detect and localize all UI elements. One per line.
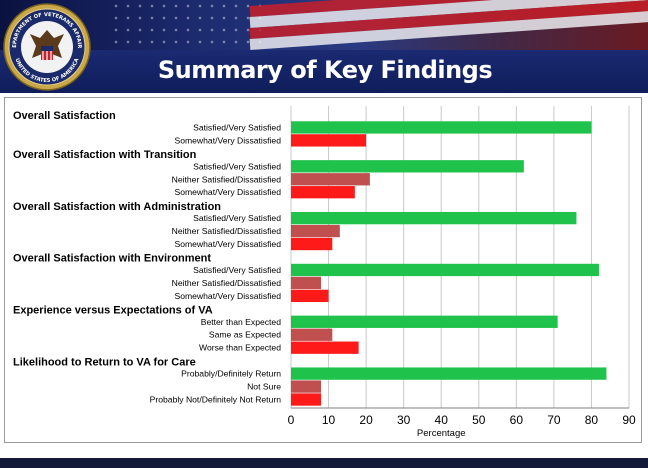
bar-category-label: Probably Not/Definitely Not Return [150, 395, 282, 405]
bar [291, 276, 322, 290]
x-tick-label: 0 [288, 413, 295, 427]
page-title: Summary of Key Findings [157, 56, 493, 84]
x-axis-label: Percentage [417, 428, 466, 439]
x-tick-label: 70 [547, 413, 561, 427]
bar [291, 289, 329, 303]
x-tick-label: 40 [435, 413, 449, 427]
x-tick-label: 60 [510, 413, 524, 427]
bar [291, 211, 577, 225]
bar-category-label: Probably/Definitely Return [181, 369, 281, 379]
bar-category-label: Neither Satisfied/Dissatisfied [172, 226, 282, 236]
x-tick-label: 30 [397, 413, 411, 427]
bar [291, 328, 333, 341]
bar [291, 341, 359, 354]
bar-category-label: Not Sure [247, 382, 281, 392]
group-heading: Overall Satisfaction with Environment [13, 253, 211, 265]
bar [291, 315, 558, 328]
bar [291, 380, 322, 393]
header-banner: DEPARTMENT OF VETERANS AFFAIRS UNITED ST… [0, 0, 648, 93]
bar-category-label: Neither Satisfied/Dissatisfied [172, 278, 282, 288]
bar [291, 160, 524, 173]
bar [291, 263, 599, 277]
bar [291, 224, 340, 238]
bar [291, 173, 370, 186]
group-heading: Overall Satisfaction with Administration [13, 201, 221, 213]
bar-category-label: Better than Expected [201, 317, 281, 327]
x-tick-label: 90 [622, 413, 636, 427]
flag-stars [110, 0, 270, 55]
footer-bar [0, 458, 648, 468]
bar-category-label: Worse than Expected [199, 343, 281, 353]
bar-category-label: Somewhat/Very Dissatisfied [174, 291, 281, 301]
bar-category-label: Neither Satisfied/Dissatisfied [172, 174, 282, 184]
bar [291, 237, 333, 251]
bar-category-label: Satisfied/Very Satisfied [193, 161, 281, 171]
group-heading: Overall Satisfaction [13, 110, 116, 122]
bar-category-label: Satisfied/Very Satisfied [193, 265, 281, 275]
group-heading: Likelihood to Return to VA for Care [13, 356, 196, 368]
bar-category-label: Satisfied/Very Satisfied [193, 213, 281, 223]
bar [291, 186, 355, 199]
chart-panel: 0 10 20 30 40 50 60 70 80 90 Percentage Overall Sat… [4, 97, 642, 443]
x-tick-label: 10 [322, 413, 336, 427]
group-heading: Overall Satisfaction with Transition [13, 149, 197, 161]
bar [291, 367, 607, 380]
bar-category-label: Somewhat/Very Dissatisfied [174, 239, 281, 249]
va-seal-logo: DEPARTMENT OF VETERANS AFFAIRS UNITED ST… [2, 2, 91, 91]
group-heading: Experience versus Expectations of VA [13, 304, 213, 316]
bar-category-label: Somewhat/Very Dissatisfied [174, 135, 281, 145]
bar [291, 121, 592, 134]
bar-category-label: Same as Expected [209, 330, 281, 340]
x-tick-label: 20 [359, 413, 373, 427]
x-tick-label: 80 [585, 413, 599, 427]
bar-chart: 0 10 20 30 40 50 60 70 80 90 Percentage Overall Sat… [13, 106, 636, 439]
bar [291, 134, 367, 147]
bar-category-label: Satisfied/Very Satisfied [193, 122, 281, 132]
x-tick-label: 50 [472, 413, 486, 427]
title-band [0, 50, 648, 93]
bar-category-label: Somewhat/Very Dissatisfied [174, 187, 281, 197]
bar [291, 393, 322, 406]
